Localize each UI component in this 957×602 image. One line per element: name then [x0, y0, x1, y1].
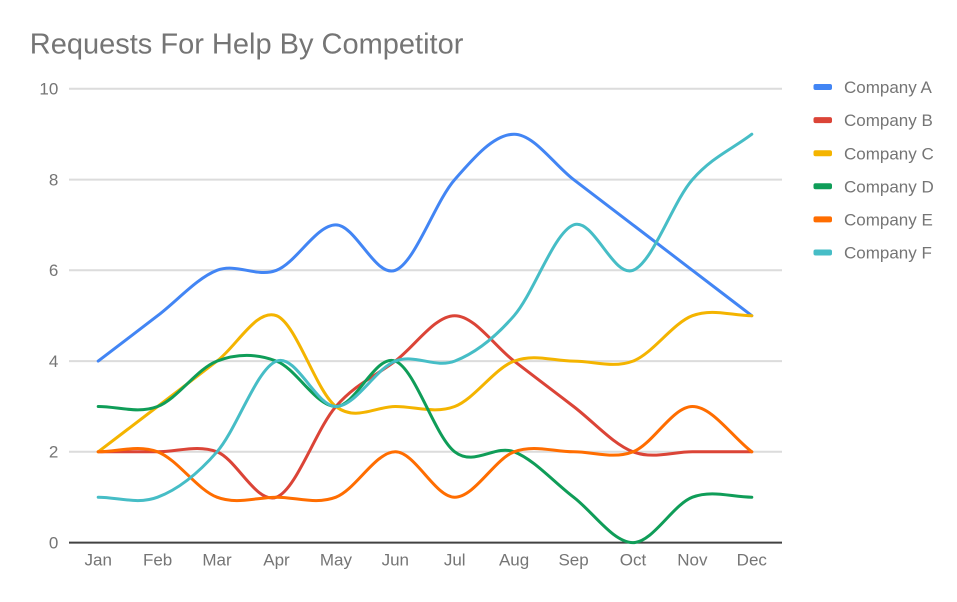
- svg-text:Company A: Company A: [844, 78, 933, 97]
- svg-text:Company F: Company F: [844, 244, 932, 263]
- svg-text:2: 2: [49, 443, 58, 462]
- svg-text:Apr: Apr: [263, 550, 290, 569]
- svg-text:Feb: Feb: [143, 550, 172, 569]
- svg-text:Jan: Jan: [84, 550, 111, 569]
- svg-text:May: May: [320, 550, 353, 569]
- svg-text:0: 0: [49, 534, 58, 553]
- svg-text:Sep: Sep: [558, 550, 588, 569]
- svg-text:Company D: Company D: [844, 177, 934, 196]
- svg-text:Company B: Company B: [844, 111, 933, 130]
- svg-text:6: 6: [49, 261, 58, 280]
- svg-text:Dec: Dec: [737, 550, 768, 569]
- svg-text:Oct: Oct: [620, 550, 647, 569]
- svg-text:4: 4: [49, 352, 58, 371]
- svg-text:Nov: Nov: [677, 550, 708, 569]
- svg-text:Company E: Company E: [844, 211, 933, 230]
- svg-text:Mar: Mar: [202, 550, 232, 569]
- svg-text:Requests For Help By Competito: Requests For Help By Competitor: [30, 29, 464, 61]
- svg-text:8: 8: [49, 171, 58, 190]
- svg-text:Aug: Aug: [499, 550, 529, 569]
- svg-text:Jun: Jun: [382, 550, 409, 569]
- svg-text:10: 10: [39, 80, 58, 99]
- svg-text:Company C: Company C: [844, 144, 934, 163]
- svg-text:Jul: Jul: [444, 550, 466, 569]
